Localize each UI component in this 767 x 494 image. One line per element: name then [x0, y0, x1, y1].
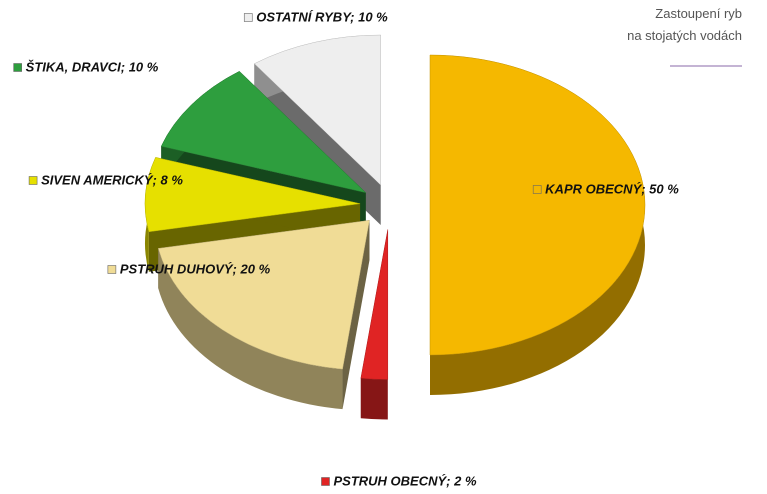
label-key — [28, 176, 38, 185]
labels: KAPR OBECNÝ; 50 % PSTRUH OBECNÝ; 2 % PSTRU… — [13, 9, 679, 488]
data-label: KAPR OBECNÝ; 50 % — [545, 181, 679, 196]
data-label: ŠTIKA, DRAVCI; 10 % — [26, 59, 159, 74]
data-label: OSTATNÍ RYBY; 10 % — [256, 9, 388, 24]
pie — [144, 34, 646, 420]
slice — [144, 157, 361, 233]
chart-title: na stojatých vodách — [627, 28, 742, 43]
data-label: PSTRUH OBECNÝ; 2 % — [333, 473, 476, 488]
chart-title: Zastoupení ryb — [655, 6, 742, 21]
label-key — [107, 265, 117, 274]
data-label: PSTRUH DUHOVÝ; 20 % — [120, 261, 271, 276]
slice-side — [342, 220, 370, 410]
label-key — [321, 477, 330, 486]
label-key — [13, 63, 22, 72]
slice — [360, 229, 389, 380]
slice-wall — [158, 248, 343, 410]
slice-wall — [360, 378, 388, 420]
label-key — [532, 185, 542, 194]
data-label: SIVEN AMERICKÝ; 8 % — [41, 172, 183, 187]
slice — [429, 54, 646, 356]
label-key — [243, 13, 253, 22]
slice — [160, 71, 367, 194]
slice — [253, 34, 381, 186]
slice — [157, 220, 370, 370]
